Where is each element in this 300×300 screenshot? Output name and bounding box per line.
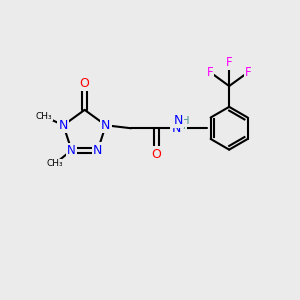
Text: N: N bbox=[67, 144, 76, 157]
Text: CH₃: CH₃ bbox=[36, 112, 52, 121]
Text: O: O bbox=[80, 76, 89, 90]
Text: N: N bbox=[93, 144, 102, 157]
Text: N: N bbox=[59, 119, 68, 132]
Text: CH₃: CH₃ bbox=[47, 159, 64, 168]
Text: H: H bbox=[178, 121, 185, 131]
Text: N: N bbox=[173, 114, 183, 127]
Text: F: F bbox=[206, 66, 213, 79]
Text: N: N bbox=[172, 122, 181, 135]
Text: F: F bbox=[245, 66, 252, 79]
Text: methyl: methyl bbox=[40, 114, 45, 115]
Text: F: F bbox=[226, 56, 232, 69]
Text: NH: NH bbox=[174, 116, 189, 126]
Text: N: N bbox=[101, 119, 110, 132]
Text: O: O bbox=[152, 148, 161, 160]
